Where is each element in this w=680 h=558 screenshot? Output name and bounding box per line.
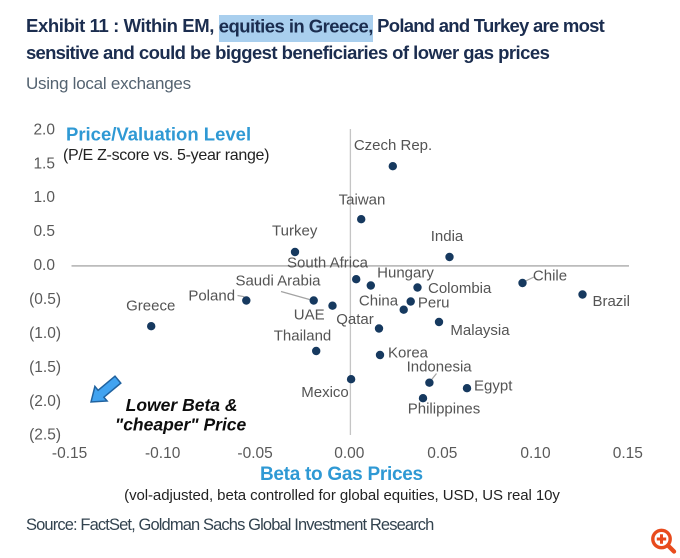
svg-text:India: India [431, 228, 464, 245]
svg-text:South Africa: South Africa [287, 255, 369, 272]
svg-text:(0.5): (0.5) [29, 291, 61, 308]
svg-text:Saudi Arabia: Saudi Arabia [235, 273, 321, 290]
svg-text:Beta to Gas Prices: Beta to Gas Prices [260, 464, 423, 485]
svg-text:-0.15: -0.15 [52, 445, 87, 462]
svg-text:(P/E Z-score vs. 5-year range): (P/E Z-score vs. 5-year range) [63, 147, 269, 164]
svg-text:China: China [359, 293, 399, 310]
svg-text:Lower Beta &: Lower Beta & [126, 395, 238, 415]
svg-text:Qatar: Qatar [336, 311, 374, 328]
svg-text:Greece: Greece [126, 298, 175, 315]
svg-text:(2.0): (2.0) [29, 393, 61, 410]
svg-text:"cheaper" Price: "cheaper" Price [115, 414, 247, 434]
svg-text:Egypt: Egypt [474, 378, 513, 395]
svg-text:Czech Rep.: Czech Rep. [354, 137, 432, 154]
svg-text:Chile: Chile [533, 268, 567, 285]
svg-text:0.00: 0.00 [334, 445, 365, 462]
svg-text:Malaysia: Malaysia [450, 322, 510, 339]
svg-text:UAE: UAE [294, 307, 325, 324]
svg-text:2.0: 2.0 [33, 121, 55, 138]
svg-text:(vol-adjusted, beta controlled: (vol-adjusted, beta controlled for globa… [124, 487, 560, 504]
svg-text:Taiwan: Taiwan [339, 192, 386, 209]
svg-text:Hungary: Hungary [377, 265, 434, 282]
svg-text:Price/Valuation Level: Price/Valuation Level [66, 124, 251, 145]
svg-text:Brazil: Brazil [592, 293, 630, 310]
svg-text:0.5: 0.5 [33, 223, 55, 240]
svg-text:(1.5): (1.5) [29, 359, 61, 376]
svg-text:Colombia: Colombia [428, 280, 492, 297]
svg-text:(1.0): (1.0) [29, 325, 61, 342]
svg-text:Turkey: Turkey [272, 223, 318, 240]
svg-text:-0.10: -0.10 [145, 445, 181, 462]
svg-text:0.15: 0.15 [613, 445, 643, 462]
svg-text:-0.05: -0.05 [237, 445, 272, 462]
svg-text:1.0: 1.0 [33, 189, 55, 206]
svg-text:0.10: 0.10 [520, 445, 551, 462]
svg-text:0.0: 0.0 [33, 257, 55, 274]
svg-text:Poland: Poland [188, 288, 235, 305]
svg-text:Philippines: Philippines [408, 401, 481, 418]
svg-text:0.05: 0.05 [427, 445, 457, 462]
svg-text:Thailand: Thailand [274, 328, 332, 345]
svg-text:(2.5): (2.5) [29, 427, 61, 444]
svg-text:1.5: 1.5 [33, 155, 55, 172]
svg-text:Korea: Korea [388, 345, 429, 362]
svg-text:Indonesia: Indonesia [407, 359, 473, 376]
svg-text:Mexico: Mexico [301, 384, 349, 401]
svg-text:Peru: Peru [418, 295, 450, 312]
